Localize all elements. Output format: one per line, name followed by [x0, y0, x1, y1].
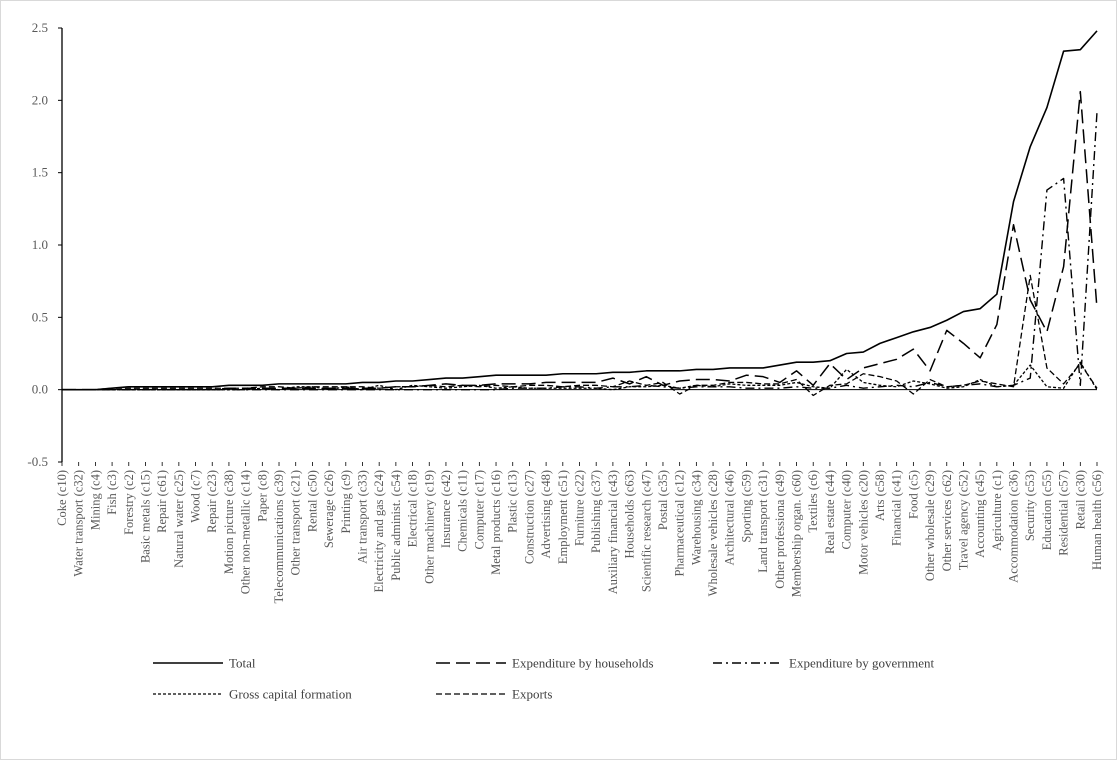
x-tick-label: Fish (c3) [105, 470, 119, 515]
x-tick-label: Financial (c41) [890, 470, 904, 546]
x-tick-label: Repair (c23) [205, 470, 219, 533]
y-axis: -0.5 0.0 0.5 1.0 1.5 2.0 2.5 [27, 20, 63, 469]
x-tick-label: Insurance (c42) [439, 470, 453, 548]
series-layer [62, 30, 1098, 397]
x-tick-label: Postal (c35) [656, 470, 670, 530]
x-tick-label: Electricity and gas (c24) [372, 470, 386, 593]
series-line-total [62, 30, 1098, 391]
x-tick-label: Sporting (c59) [739, 470, 753, 543]
x-tick-label: Pharmaceutical (c12) [673, 470, 687, 577]
x-tick-label: Natural water (c25) [172, 470, 186, 568]
x-tick-label: Computer (c40) [840, 470, 854, 550]
x-tick-label: Education (c55) [1040, 470, 1054, 550]
x-tick-label: Plastic (c13) [506, 470, 520, 533]
x-tick-label: Architectural (c46) [723, 470, 737, 565]
x-tick-label: Other wholesale (c29) [923, 470, 937, 581]
x-tick-label: Paper (c8) [255, 470, 269, 522]
x-tick-label: Other services (c62) [940, 470, 954, 571]
x-tick-label: Membership organ. (c60) [790, 470, 804, 597]
x-tick-label: Auxiliary financial (c43) [606, 470, 620, 594]
legend-label: Expenditure by households [512, 656, 654, 671]
x-tick-label: Real estate (c44) [823, 470, 837, 554]
x-tick-label: Mining (c4) [88, 470, 102, 530]
x-tick-label: Sewerage (c26) [322, 470, 336, 548]
x-tick-label: Other professiona (c49) [773, 470, 787, 589]
x-tick-label: Publishing (c37) [589, 470, 603, 553]
x-tick-label: Rental (c50) [305, 470, 319, 532]
x-tick-label: Wholesale vehicles (c28) [706, 470, 720, 596]
x-tick-label: Human health (c56) [1090, 470, 1104, 570]
x-tick-label: Advertising (c48) [539, 470, 553, 559]
x-tick-label: Scientific research (c47) [639, 470, 653, 592]
x-tick-label: Telecommunications (c39) [272, 470, 286, 603]
x-tick-label: Motor vehicles (c20) [856, 470, 870, 575]
y-tick-label: 2.0 [32, 92, 48, 107]
legend: Total Expenditure by households Expenditur… [153, 656, 935, 702]
y-tick-label: 0.5 [32, 309, 48, 324]
x-tick-label: Construction (c27) [522, 470, 536, 564]
x-tick-label: Furniture (c22) [573, 470, 587, 546]
x-tick-label: Other non-metallic (c14) [239, 470, 253, 594]
legend-label: Exports [512, 687, 552, 702]
legend-label: Expenditure by government [789, 656, 935, 671]
x-tick-label: Other machinery (c19) [422, 470, 436, 584]
x-tick-label: Employment (c51) [556, 470, 570, 564]
x-tick-label: Motion picture (c38) [222, 470, 236, 574]
x-tick-label: Chemicals (c11) [456, 470, 470, 552]
x-tick-label: Printing (c9) [339, 470, 353, 534]
x-tick-label: Households (c63) [623, 470, 637, 559]
y-tick-label: -0.5 [27, 454, 48, 469]
x-tick-label: Agriculture (c1) [990, 470, 1004, 551]
x-tick-label: Wood (c7) [189, 470, 203, 523]
y-tick-label: 1.0 [32, 237, 48, 252]
x-tick-label: Accounting (c45) [973, 470, 987, 558]
x-tick-label: Warehousing (c34) [689, 470, 703, 565]
x-tick-label: Coke (c10) [55, 470, 69, 526]
x-tick-label: Food (c5) [906, 470, 920, 519]
x-tick-label: Land transport (c31) [756, 470, 770, 573]
series-line-exports [62, 274, 1098, 397]
x-tick-label: Public administ. (c54) [389, 470, 403, 581]
x-tick-label: Other transport (c21) [289, 470, 303, 576]
x-tick-label: Arts (c58) [873, 470, 887, 521]
x-tick-label: Basic metals (c15) [138, 470, 152, 563]
x-tick-label: Travel agency (c52) [956, 470, 970, 570]
x-tick-label: Computer (c17) [472, 470, 486, 549]
y-tick-label: 0.0 [32, 382, 48, 397]
x-tick-label: Water transport (c32) [72, 470, 86, 577]
x-tick-label: Air transport (c33) [355, 470, 369, 564]
x-axis: Coke (c10) Water transport (c32) Mining (c… [55, 389, 1104, 603]
legend-label: Total [229, 656, 256, 671]
y-tick-label: 2.5 [32, 20, 48, 35]
y-tick-label: 1.5 [32, 165, 48, 180]
x-tick-label: Textiles (c6) [806, 470, 820, 533]
series-line-expenditure-by-households [62, 90, 1098, 391]
x-tick-label: Forestry (c2) [122, 470, 136, 535]
x-tick-label: Residential (c57) [1057, 470, 1071, 556]
series-line-expenditure-by-government [62, 111, 1098, 391]
x-tick-label: Security (c53) [1023, 470, 1037, 541]
x-tick-label: Accommodation (c36) [1007, 470, 1021, 583]
x-tick-label: Retail (c30) [1073, 470, 1087, 529]
x-tick-label: Repair (c61) [155, 470, 169, 533]
x-tick-label: Metal products (c16) [489, 470, 503, 575]
legend-label: Gross capital formation [229, 687, 352, 702]
x-tick-label: Electrical (c18) [406, 470, 420, 547]
